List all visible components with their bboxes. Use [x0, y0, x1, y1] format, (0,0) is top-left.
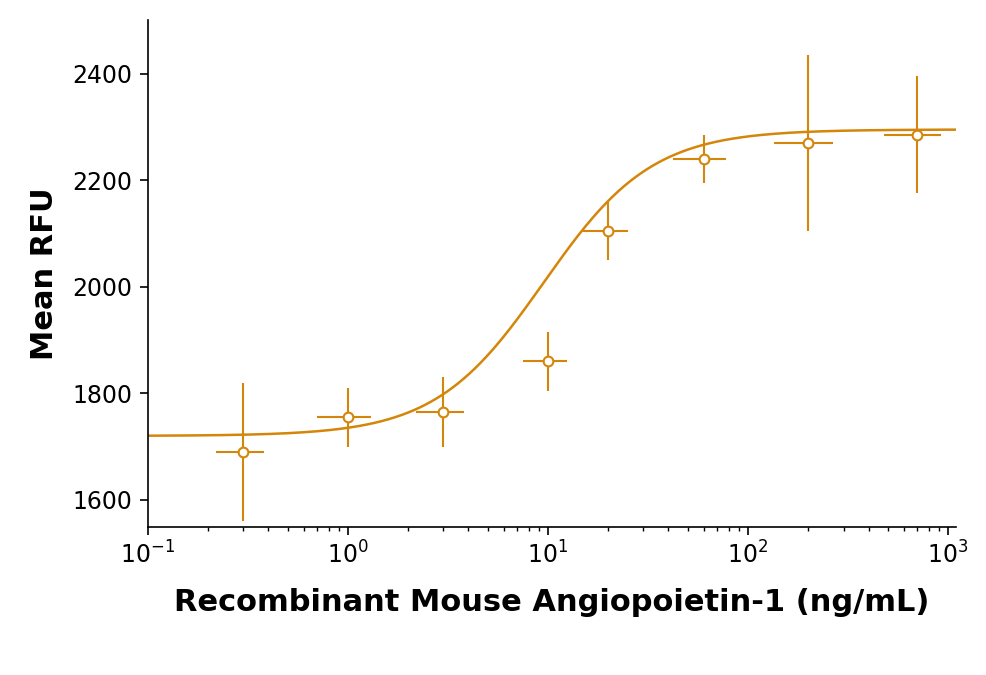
- X-axis label: Recombinant Mouse Angiopoietin-1 (ng/mL): Recombinant Mouse Angiopoietin-1 (ng/mL): [175, 589, 930, 618]
- Y-axis label: Mean RFU: Mean RFU: [30, 187, 59, 360]
